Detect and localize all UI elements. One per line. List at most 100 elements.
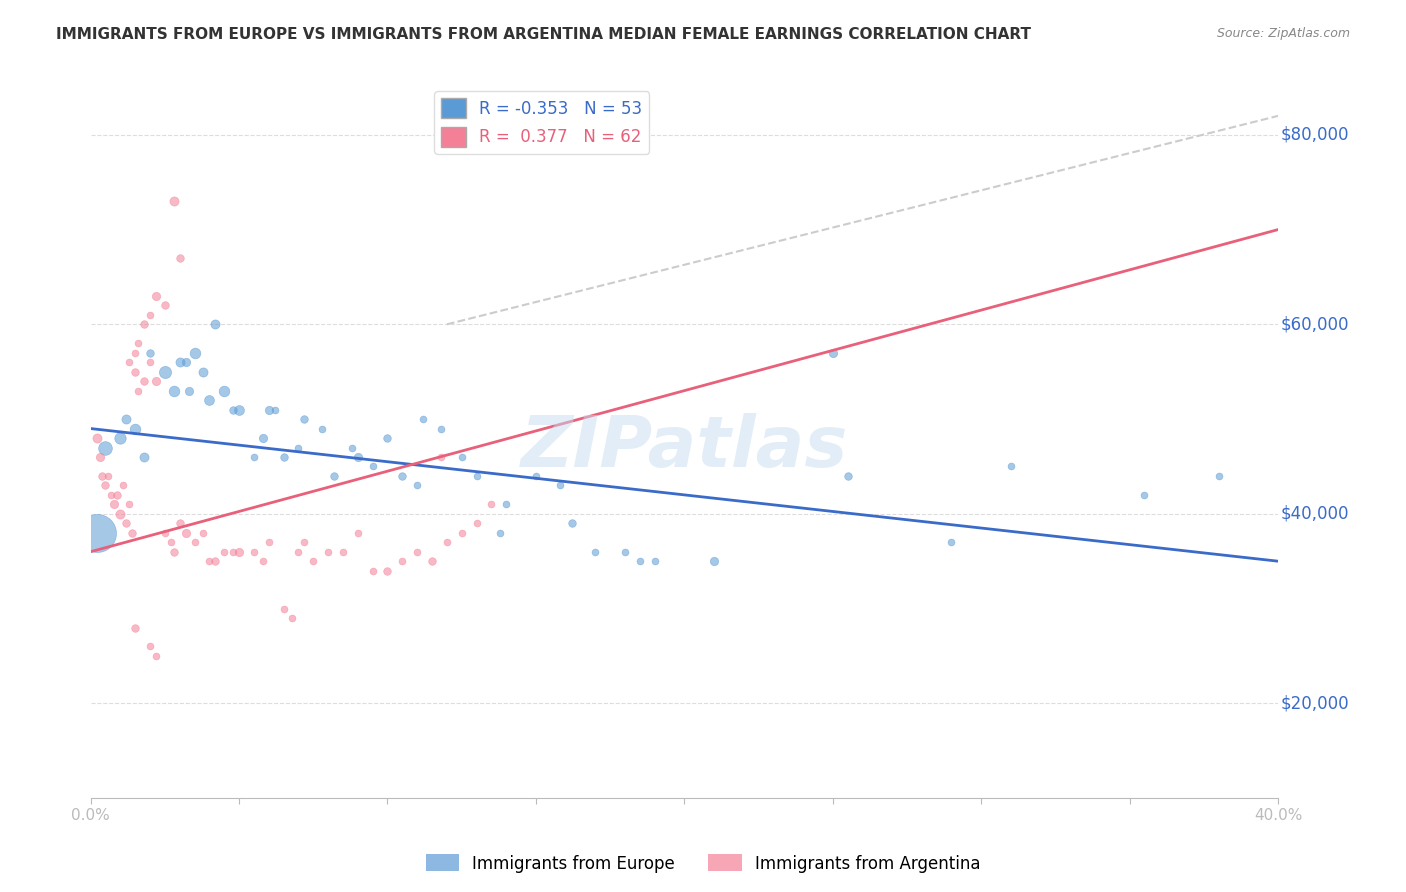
Point	[281, 611, 304, 625]
Point	[1208, 469, 1230, 483]
Text: IMMIGRANTS FROM EUROPE VS IMMIGRANTS FROM ARGENTINA MEDIAN FEMALE EARNINGS CORRE: IMMIGRANTS FROM EUROPE VS IMMIGRANTS FRO…	[56, 27, 1031, 42]
Point	[257, 402, 280, 417]
Point	[465, 469, 488, 483]
Point	[153, 365, 176, 379]
Point	[391, 469, 413, 483]
Point	[174, 355, 197, 369]
Text: Source: ZipAtlas.com: Source: ZipAtlas.com	[1216, 27, 1350, 40]
Point	[583, 545, 606, 559]
Point	[86, 525, 108, 540]
Point	[628, 554, 651, 568]
Point	[252, 554, 274, 568]
Point	[115, 412, 138, 426]
Point	[273, 450, 295, 464]
Point	[124, 421, 146, 435]
Point	[1000, 459, 1022, 474]
Point	[524, 469, 547, 483]
Point	[252, 431, 274, 445]
Point	[112, 478, 135, 492]
Point	[332, 545, 354, 559]
Point	[183, 345, 205, 359]
Point	[406, 545, 429, 559]
Point	[145, 289, 167, 303]
Point	[222, 545, 245, 559]
Point	[703, 554, 725, 568]
Point	[361, 564, 384, 578]
Point	[183, 535, 205, 549]
Point	[302, 554, 325, 568]
Text: ZIPatlas: ZIPatlas	[520, 413, 848, 483]
Point	[292, 412, 315, 426]
Point	[489, 525, 512, 540]
Point	[139, 308, 162, 322]
Point	[340, 441, 363, 455]
Point	[212, 384, 235, 398]
Point	[346, 525, 368, 540]
Point	[212, 545, 235, 559]
Point	[204, 318, 226, 332]
Point	[273, 601, 295, 615]
Point	[1133, 488, 1156, 502]
Point	[412, 412, 434, 426]
Point	[198, 393, 221, 408]
Point	[124, 345, 146, 359]
Point	[613, 545, 636, 559]
Point	[361, 459, 384, 474]
Point	[479, 497, 502, 511]
Point	[560, 516, 582, 531]
Point	[110, 507, 132, 521]
Point	[169, 251, 191, 265]
Text: $40,000: $40,000	[1281, 505, 1348, 523]
Point	[91, 469, 114, 483]
Point	[391, 554, 413, 568]
Point	[132, 374, 155, 388]
Point	[377, 431, 399, 445]
Point	[644, 554, 666, 568]
Point	[263, 402, 285, 417]
Point	[86, 431, 108, 445]
Point	[118, 497, 141, 511]
Point	[287, 545, 309, 559]
Point	[292, 535, 315, 549]
Point	[548, 478, 571, 492]
Point	[450, 525, 472, 540]
Point	[228, 545, 250, 559]
Point	[430, 421, 453, 435]
Point	[89, 450, 111, 464]
Point	[177, 384, 200, 398]
Point	[153, 525, 176, 540]
Point	[97, 469, 120, 483]
Point	[495, 497, 517, 511]
Point	[124, 365, 146, 379]
Legend: R = -0.353   N = 53, R =  0.377   N = 62: R = -0.353 N = 53, R = 0.377 N = 62	[434, 92, 650, 153]
Point	[105, 488, 128, 502]
Point	[243, 545, 266, 559]
Point	[465, 516, 488, 531]
Point	[174, 525, 197, 540]
Point	[121, 525, 143, 540]
Point	[377, 564, 399, 578]
Point	[118, 355, 141, 369]
Point	[163, 384, 186, 398]
Point	[110, 431, 132, 445]
Point	[159, 535, 181, 549]
Point	[100, 488, 122, 502]
Point	[139, 640, 162, 654]
Point	[127, 384, 149, 398]
Point	[124, 620, 146, 634]
Text: $80,000: $80,000	[1281, 126, 1348, 144]
Point	[145, 648, 167, 663]
Point	[228, 402, 250, 417]
Point	[430, 450, 453, 464]
Point	[145, 374, 167, 388]
Point	[94, 478, 117, 492]
Text: $60,000: $60,000	[1281, 316, 1348, 334]
Point	[316, 545, 339, 559]
Point	[436, 535, 458, 549]
Point	[450, 450, 472, 464]
Point	[198, 554, 221, 568]
Point	[243, 450, 266, 464]
Point	[193, 365, 215, 379]
Point	[406, 478, 429, 492]
Point	[222, 402, 245, 417]
